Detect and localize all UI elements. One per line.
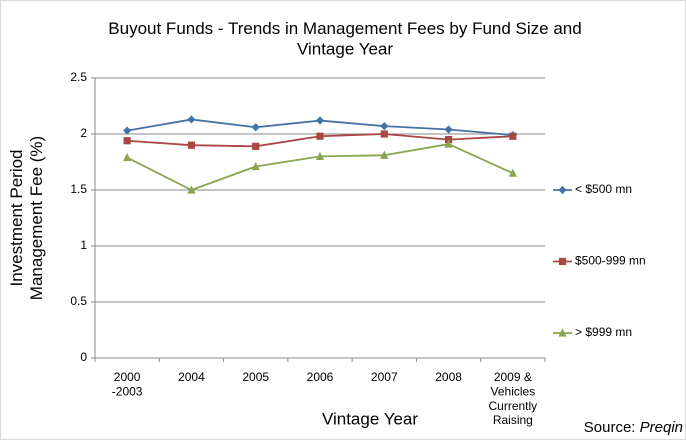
x-tick-label: 2009 & Vehicles Currently Raising — [489, 370, 538, 427]
data-point — [123, 152, 132, 162]
data-point — [315, 116, 325, 125]
legend-marker — [558, 257, 567, 266]
data-point — [316, 132, 324, 140]
legend-label: < $500 mn — [575, 182, 632, 196]
source-label: Source: — [584, 419, 636, 436]
x-tick-label: 2006 — [307, 370, 334, 384]
legend-label: $500-999 mn — [575, 254, 646, 268]
data-point — [252, 142, 260, 150]
data-point — [509, 132, 517, 140]
data-point — [187, 141, 196, 149]
legend-marker — [558, 328, 567, 337]
data-point — [444, 139, 453, 148]
y-tick-label: 0 — [80, 350, 87, 364]
data-point — [123, 126, 132, 135]
data-point — [380, 130, 388, 138]
data-point — [187, 115, 196, 124]
data-point — [251, 161, 260, 171]
data-point — [251, 123, 260, 132]
data-point — [380, 122, 389, 131]
x-tick-label: 2008 — [435, 370, 462, 384]
y-tick-label: 2 — [80, 126, 87, 140]
x-tick-label: 2004 — [178, 370, 205, 384]
y-tick-label: 1 — [80, 238, 87, 252]
data-point — [444, 125, 453, 134]
legend-label: > $999 mn — [575, 325, 632, 339]
x-tick-label: 2000 -2003 — [112, 370, 143, 398]
source-note: Source: Preqin — [584, 419, 683, 436]
source-name: Preqin — [640, 419, 683, 436]
data-point — [123, 137, 131, 145]
data-point — [380, 150, 389, 159]
x-tick-label: 2007 — [371, 370, 398, 384]
x-tick-label: 2005 — [242, 370, 269, 384]
data-point — [315, 151, 325, 160]
y-tick-label: 2.5 — [70, 70, 87, 84]
data-point — [187, 185, 196, 194]
x-axis-title: Vintage Year — [322, 409, 418, 428]
chart-title: Buyout Funds - Trends in Management Fees… — [108, 19, 581, 58]
data-point — [508, 168, 517, 177]
y-tick-label: 0.5 — [70, 294, 87, 308]
legend-marker — [558, 185, 567, 195]
y-axis-title: Investment PeriodManagement Fee (%) — [7, 136, 46, 300]
y-tick-label: 1.5 — [70, 182, 87, 196]
